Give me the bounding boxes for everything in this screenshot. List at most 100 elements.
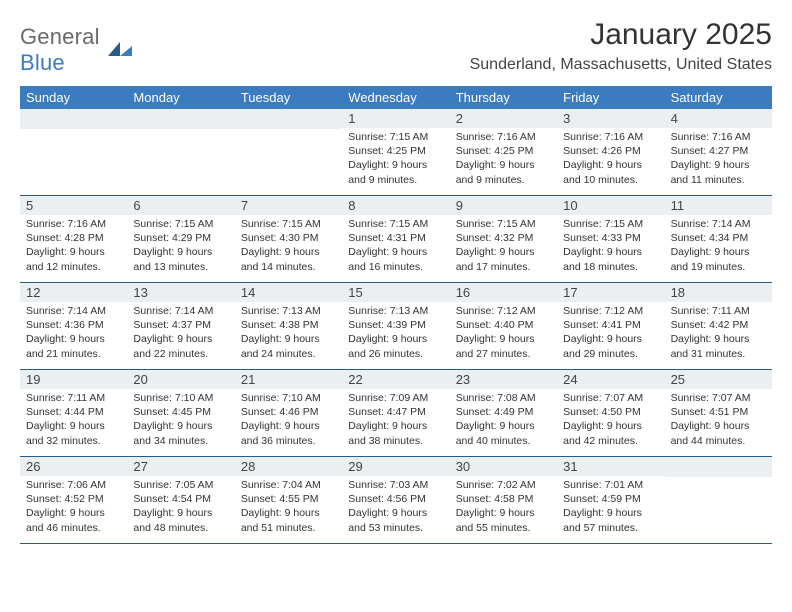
sunrise-text: Sunrise: 7:11 AM: [26, 391, 121, 405]
day-cell: 23Sunrise: 7:08 AMSunset: 4:49 PMDayligh…: [450, 370, 557, 456]
daylight-text: Daylight: 9 hours and 24 minutes.: [241, 332, 336, 360]
sunset-text: Sunset: 4:50 PM: [563, 405, 658, 419]
dow-cell: Friday: [557, 86, 664, 109]
day-body: Sunrise: 7:15 AMSunset: 4:32 PMDaylight:…: [450, 215, 557, 278]
day-cell: 22Sunrise: 7:09 AMSunset: 4:47 PMDayligh…: [342, 370, 449, 456]
sunset-text: Sunset: 4:51 PM: [671, 405, 766, 419]
sunset-text: Sunset: 4:54 PM: [133, 492, 228, 506]
day-cell: 12Sunrise: 7:14 AMSunset: 4:36 PMDayligh…: [20, 283, 127, 369]
sunrise-text: Sunrise: 7:15 AM: [241, 217, 336, 231]
day-cell: 29Sunrise: 7:03 AMSunset: 4:56 PMDayligh…: [342, 457, 449, 543]
day-number: 31: [557, 457, 664, 476]
day-number: 26: [20, 457, 127, 476]
sunset-text: Sunset: 4:52 PM: [26, 492, 121, 506]
sunrise-text: Sunrise: 7:03 AM: [348, 478, 443, 492]
sunset-text: Sunset: 4:58 PM: [456, 492, 551, 506]
day-body: Sunrise: 7:05 AMSunset: 4:54 PMDaylight:…: [127, 476, 234, 539]
sunset-text: Sunset: 4:32 PM: [456, 231, 551, 245]
day-body: Sunrise: 7:11 AMSunset: 4:42 PMDaylight:…: [665, 302, 772, 365]
day-cell: 25Sunrise: 7:07 AMSunset: 4:51 PMDayligh…: [665, 370, 772, 456]
sunrise-text: Sunrise: 7:16 AM: [456, 130, 551, 144]
day-number: 22: [342, 370, 449, 389]
day-number: 27: [127, 457, 234, 476]
day-number: 9: [450, 196, 557, 215]
sunset-text: Sunset: 4:55 PM: [241, 492, 336, 506]
topbar: General Blue January 2025 Sunderland, Ma…: [20, 18, 772, 76]
sunset-text: Sunset: 4:29 PM: [133, 231, 228, 245]
day-cell: 19Sunrise: 7:11 AMSunset: 4:44 PMDayligh…: [20, 370, 127, 456]
day-cell: 31Sunrise: 7:01 AMSunset: 4:59 PMDayligh…: [557, 457, 664, 543]
day-number: 14: [235, 283, 342, 302]
day-body: Sunrise: 7:13 AMSunset: 4:39 PMDaylight:…: [342, 302, 449, 365]
day-number: [665, 457, 772, 477]
day-cell: 10Sunrise: 7:15 AMSunset: 4:33 PMDayligh…: [557, 196, 664, 282]
sunset-text: Sunset: 4:42 PM: [671, 318, 766, 332]
day-number: [127, 109, 234, 129]
day-body: Sunrise: 7:14 AMSunset: 4:34 PMDaylight:…: [665, 215, 772, 278]
day-number: 16: [450, 283, 557, 302]
sunrise-text: Sunrise: 7:06 AM: [26, 478, 121, 492]
sunset-text: Sunset: 4:25 PM: [456, 144, 551, 158]
dow-cell: Thursday: [450, 86, 557, 109]
daylight-text: Daylight: 9 hours and 48 minutes.: [133, 506, 228, 534]
sunrise-text: Sunrise: 7:14 AM: [26, 304, 121, 318]
sunrise-text: Sunrise: 7:16 AM: [563, 130, 658, 144]
day-number: 20: [127, 370, 234, 389]
daylight-text: Daylight: 9 hours and 29 minutes.: [563, 332, 658, 360]
sunrise-text: Sunrise: 7:13 AM: [348, 304, 443, 318]
day-cell: 17Sunrise: 7:12 AMSunset: 4:41 PMDayligh…: [557, 283, 664, 369]
sunset-text: Sunset: 4:39 PM: [348, 318, 443, 332]
brand-word2: Blue: [20, 50, 65, 75]
sunset-text: Sunset: 4:47 PM: [348, 405, 443, 419]
daylight-text: Daylight: 9 hours and 11 minutes.: [671, 158, 766, 186]
day-body: Sunrise: 7:08 AMSunset: 4:49 PMDaylight:…: [450, 389, 557, 452]
day-number: 5: [20, 196, 127, 215]
sunrise-text: Sunrise: 7:05 AM: [133, 478, 228, 492]
sunset-text: Sunset: 4:38 PM: [241, 318, 336, 332]
daylight-text: Daylight: 9 hours and 21 minutes.: [26, 332, 121, 360]
week-row: 1Sunrise: 7:15 AMSunset: 4:25 PMDaylight…: [20, 109, 772, 196]
sunset-text: Sunset: 4:36 PM: [26, 318, 121, 332]
sunrise-text: Sunrise: 7:12 AM: [563, 304, 658, 318]
sunset-text: Sunset: 4:34 PM: [671, 231, 766, 245]
daylight-text: Daylight: 9 hours and 9 minutes.: [348, 158, 443, 186]
day-cell: [665, 457, 772, 543]
day-cell: 24Sunrise: 7:07 AMSunset: 4:50 PMDayligh…: [557, 370, 664, 456]
day-cell: 26Sunrise: 7:06 AMSunset: 4:52 PMDayligh…: [20, 457, 127, 543]
day-body: Sunrise: 7:10 AMSunset: 4:46 PMDaylight:…: [235, 389, 342, 452]
sunrise-text: Sunrise: 7:16 AM: [26, 217, 121, 231]
dow-cell: Monday: [127, 86, 234, 109]
daylight-text: Daylight: 9 hours and 12 minutes.: [26, 245, 121, 273]
sunrise-text: Sunrise: 7:04 AM: [241, 478, 336, 492]
day-body: Sunrise: 7:15 AMSunset: 4:30 PMDaylight:…: [235, 215, 342, 278]
sunrise-text: Sunrise: 7:15 AM: [456, 217, 551, 231]
day-number: 18: [665, 283, 772, 302]
day-body: Sunrise: 7:15 AMSunset: 4:31 PMDaylight:…: [342, 215, 449, 278]
day-number: 12: [20, 283, 127, 302]
day-number: 17: [557, 283, 664, 302]
daylight-text: Daylight: 9 hours and 14 minutes.: [241, 245, 336, 273]
daylight-text: Daylight: 9 hours and 13 minutes.: [133, 245, 228, 273]
daylight-text: Daylight: 9 hours and 27 minutes.: [456, 332, 551, 360]
daylight-text: Daylight: 9 hours and 32 minutes.: [26, 419, 121, 447]
day-number: 11: [665, 196, 772, 215]
daylight-text: Daylight: 9 hours and 42 minutes.: [563, 419, 658, 447]
sunset-text: Sunset: 4:45 PM: [133, 405, 228, 419]
day-number: 30: [450, 457, 557, 476]
day-cell: [20, 109, 127, 195]
day-body: Sunrise: 7:16 AMSunset: 4:28 PMDaylight:…: [20, 215, 127, 278]
brand-swoosh-icon: [106, 36, 136, 65]
title-block: January 2025 Sunderland, Massachusetts, …: [470, 18, 772, 74]
day-number: 24: [557, 370, 664, 389]
day-cell: 16Sunrise: 7:12 AMSunset: 4:40 PMDayligh…: [450, 283, 557, 369]
day-body: Sunrise: 7:06 AMSunset: 4:52 PMDaylight:…: [20, 476, 127, 539]
daylight-text: Daylight: 9 hours and 44 minutes.: [671, 419, 766, 447]
day-body: Sunrise: 7:11 AMSunset: 4:44 PMDaylight:…: [20, 389, 127, 452]
day-cell: 27Sunrise: 7:05 AMSunset: 4:54 PMDayligh…: [127, 457, 234, 543]
day-number: 13: [127, 283, 234, 302]
day-body: Sunrise: 7:14 AMSunset: 4:37 PMDaylight:…: [127, 302, 234, 365]
day-cell: 11Sunrise: 7:14 AMSunset: 4:34 PMDayligh…: [665, 196, 772, 282]
day-body: Sunrise: 7:14 AMSunset: 4:36 PMDaylight:…: [20, 302, 127, 365]
day-cell: 9Sunrise: 7:15 AMSunset: 4:32 PMDaylight…: [450, 196, 557, 282]
day-body: Sunrise: 7:04 AMSunset: 4:55 PMDaylight:…: [235, 476, 342, 539]
